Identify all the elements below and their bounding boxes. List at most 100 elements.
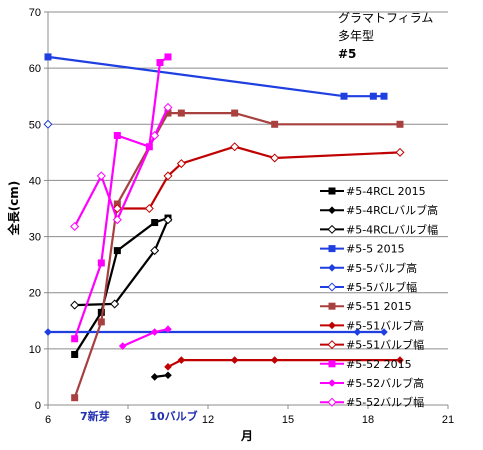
y-tick-label-4: 40 — [29, 175, 41, 187]
series-6-point-7 — [396, 120, 404, 128]
series-8-point-6 — [395, 147, 405, 157]
series-6-point-6 — [271, 120, 279, 128]
series-9-point-0 — [71, 335, 79, 343]
plot-series — [43, 53, 405, 402]
annotation-0: 7新芽 — [80, 409, 110, 423]
series-1-point-1 — [164, 371, 172, 380]
series-1 — [150, 371, 172, 381]
chart-title: グラマトフィラム 多年型 #5 — [338, 11, 433, 61]
series-6-point-0 — [71, 394, 79, 402]
series-0-point-1 — [97, 308, 105, 316]
x-tick-label-3: 15 — [282, 414, 294, 426]
legend-item-6-label: #5-51 2015 — [346, 300, 412, 313]
series-7-point-1 — [177, 356, 186, 364]
series-7 — [164, 356, 404, 371]
legend-item-9-marker — [328, 360, 336, 368]
series-11-point-4 — [163, 102, 173, 112]
grid-lines — [48, 11, 448, 350]
legend-item-10-label: #5-52バルブ高 — [346, 376, 424, 390]
y-axis-label: 全長(cm) — [6, 181, 21, 237]
series-3-line — [47, 55, 384, 98]
legend-item-0-marker — [328, 187, 336, 195]
legend-item-8-label: #5-51バルブ幅 — [346, 338, 424, 352]
series-11-point-2 — [112, 215, 122, 225]
y-tick-label-5: 50 — [29, 119, 41, 131]
series-11 — [70, 102, 173, 231]
series-10-point-0 — [118, 342, 127, 350]
series-9-point-4 — [156, 59, 164, 67]
series-1-point-0 — [150, 373, 159, 381]
legend-item-11-marker — [327, 397, 337, 407]
legend-item-4: #5-5バルブ高 — [320, 261, 417, 275]
legend-item-6-marker — [328, 302, 336, 310]
legend-item-2-marker — [327, 224, 337, 234]
series-6-point-3 — [164, 109, 172, 117]
y-tick-label-3: 30 — [29, 232, 41, 244]
legend-item-7-marker — [328, 321, 336, 330]
series-9-point-2 — [113, 132, 121, 140]
legend-item-11-label: #5-52バルブ幅 — [346, 395, 424, 409]
series-0-point-3 — [151, 219, 159, 227]
series-2-point-2 — [150, 246, 160, 256]
annotation-1: 10バルブ — [149, 409, 197, 423]
series-8 — [112, 142, 405, 214]
x-tick-label-2: 12 — [202, 414, 214, 426]
series-2-point-0 — [70, 300, 80, 310]
series-7-point-3 — [270, 356, 279, 364]
legend-item-10-marker — [328, 379, 336, 387]
y-tick-label-2: 20 — [29, 288, 41, 300]
chart-title-line-3: #5 — [338, 47, 356, 61]
series-7-point-4 — [396, 356, 404, 364]
series-10-point-2 — [164, 325, 172, 334]
legend-item-7-label: #5-51バルブ高 — [346, 318, 424, 332]
series-5 — [43, 119, 53, 129]
legend-item-11: #5-52バルブ幅 — [320, 395, 424, 409]
series-3 — [44, 53, 388, 100]
series-7-point-2 — [230, 356, 239, 364]
chart-title-line-1: グラマトフィラム — [338, 11, 433, 25]
legend-item-3: #5-5 2015 — [320, 243, 405, 256]
y-tick-label-0: 0 — [35, 400, 41, 412]
legend-item-9: #5-52 2015 — [320, 358, 412, 371]
series-8-point-2 — [163, 171, 173, 181]
series-3-point-1 — [340, 92, 348, 100]
legend-item-5: #5-5バルブ幅 — [320, 280, 417, 294]
legend: #5-4RCL 2015 #5-4RCLバルブ高 #5-4RCLバルブ幅 #5-5 2… — [320, 185, 438, 409]
series-3-point-0 — [44, 53, 52, 61]
annotations: 7新芽 10バルブ — [80, 409, 198, 423]
series-3-point-3 — [380, 92, 388, 100]
legend-item-4-marker — [328, 264, 336, 272]
legend-item-8-marker — [327, 340, 337, 350]
series-0-point-0 — [71, 350, 79, 358]
x-tick-label-0: 6 — [45, 414, 51, 426]
legend-item-3-marker — [328, 245, 336, 253]
series-11-point-0 — [70, 221, 80, 231]
series-4-point-2 — [380, 328, 388, 336]
legend-item-8: #5-51バルブ幅 — [320, 338, 424, 352]
series-3-point-2 — [369, 92, 377, 100]
y-tick-label-1: 10 — [29, 344, 41, 356]
series-2-line — [74, 219, 170, 307]
x-tick-label-4: 18 — [362, 414, 374, 426]
x-tick-label-5: 21 — [442, 414, 454, 426]
series-8-point-3 — [176, 159, 186, 169]
series-10 — [118, 325, 172, 350]
series-11-line — [73, 106, 169, 228]
series-9-point-1 — [97, 259, 105, 267]
series-8-point-1 — [144, 203, 154, 214]
series-8-point-5 — [270, 153, 280, 163]
series-9-point-5 — [164, 53, 172, 61]
series-8-point-4 — [230, 142, 240, 152]
legend-item-10: #5-52バルブ高 — [320, 376, 424, 390]
series-11-point-3 — [150, 131, 160, 141]
y-tick-label-6: 60 — [29, 63, 41, 75]
series-8-line — [117, 145, 401, 210]
series-6-point-1 — [97, 318, 105, 326]
series-0-point-2 — [113, 247, 121, 255]
series-8-point-0 — [112, 203, 122, 214]
y-tick-label-7: 70 — [29, 7, 41, 19]
series-0 — [71, 214, 172, 358]
legend-item-0-label: #5-4RCL 2015 — [346, 185, 426, 198]
legend-item-5-marker — [327, 282, 337, 292]
